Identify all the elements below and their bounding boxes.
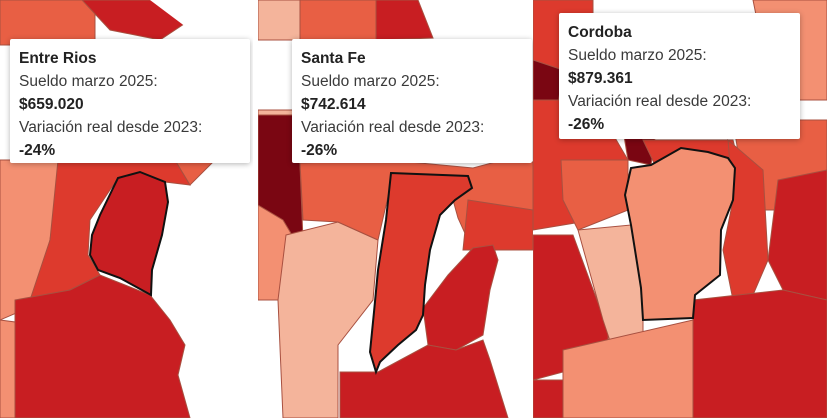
tooltip-salary-label: Sueldo marzo 2025: (568, 47, 707, 64)
province-tooltip: Entre Rios Sueldo marzo 2025: $659.020 V… (10, 39, 250, 163)
tooltip-salary-label: Sueldo marzo 2025: (301, 73, 440, 90)
region-west-orange[interactable] (560, 159, 629, 231)
region-buenos-aires[interactable] (692, 289, 827, 418)
region-north-orange[interactable] (299, 0, 377, 41)
tooltip-variation-value: -26% (301, 142, 338, 159)
region-northeast-dark[interactable] (375, 0, 434, 41)
tooltip-province-name: Santa Fe (301, 50, 366, 67)
tooltip-salary-value: $742.614 (301, 96, 366, 113)
tooltip-variation-label: Variación real desde 2023: (301, 119, 485, 136)
tooltip-province-name: Cordoba (568, 24, 632, 41)
tooltip-variation-label: Variación real desde 2023: (19, 119, 203, 136)
region-far-northeast[interactable] (458, 0, 533, 50)
map-panel-cordoba: Cordoba Sueldo marzo 2025: $879.361 Vari… (533, 0, 827, 418)
region-left-strip[interactable] (533, 379, 564, 418)
region-north-dark[interactable] (81, 0, 191, 41)
region-santa-fe[interactable] (368, 171, 474, 376)
map-panel-santa-fe: Santa Fe Sueldo marzo 2025: $742.614 Var… (258, 0, 533, 418)
region-buenos-aires[interactable] (14, 274, 191, 418)
tooltip-variation-label: Variación real desde 2023: (568, 93, 752, 110)
province-tooltip: Santa Fe Sueldo marzo 2025: $742.614 Var… (292, 39, 532, 163)
tooltip-salary-value: $879.361 (568, 70, 633, 87)
region-north-light[interactable] (258, 0, 301, 41)
region-east-orange[interactable] (462, 199, 533, 251)
tooltip-variation-value: -24% (19, 142, 56, 159)
tooltip-salary-value: $659.020 (19, 96, 84, 113)
region-cordoba[interactable] (623, 146, 737, 322)
map-panel-entre-rios: Entre Rios Sueldo marzo 2025: $659.020 V… (0, 0, 253, 418)
province-tooltip: Cordoba Sueldo marzo 2025: $879.361 Vari… (559, 13, 800, 139)
tooltip-province-name: Entre Rios (19, 50, 97, 67)
region-entre-rios[interactable] (88, 170, 170, 297)
region-buenos-aires[interactable] (339, 339, 509, 418)
tooltip-variation-value: -26% (568, 116, 605, 133)
region-northeast[interactable] (150, 0, 253, 50)
tooltip-salary-label: Sueldo marzo 2025: (19, 73, 158, 90)
region-southwest[interactable] (0, 319, 16, 418)
